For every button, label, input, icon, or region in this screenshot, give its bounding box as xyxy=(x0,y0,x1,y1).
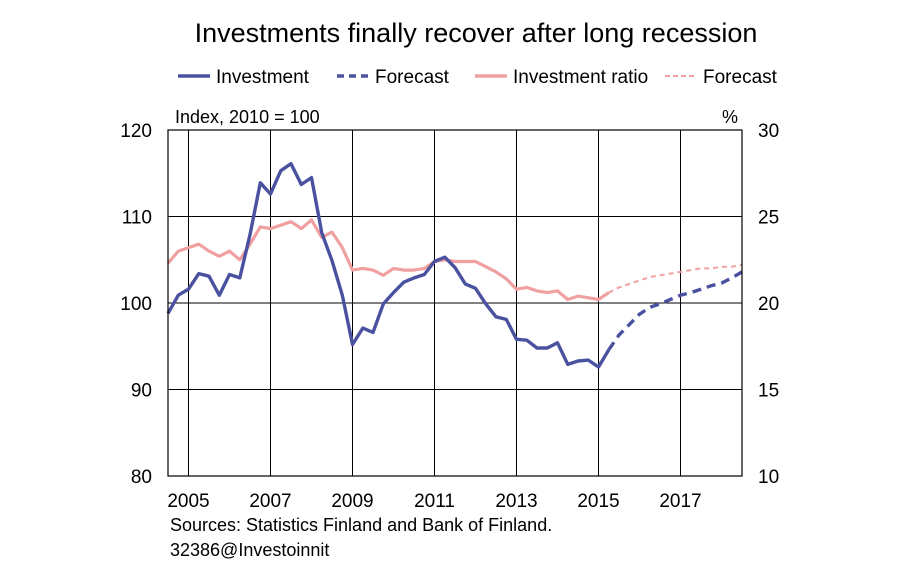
series-layer xyxy=(166,161,743,369)
legend-label: Investment ratio xyxy=(513,67,648,88)
x-tick-label: 2017 xyxy=(659,491,701,512)
legend-label: Investment xyxy=(216,67,310,88)
legend-label: Forecast xyxy=(703,67,778,88)
legend: Investment Forecast Investment ratio Foreca… xyxy=(178,67,778,88)
chart-title: Investments finally recover after long r… xyxy=(195,18,758,48)
series-line-investment-ratio xyxy=(166,218,610,302)
left-tick-label: 80 xyxy=(131,467,152,488)
grid-lines xyxy=(168,130,742,476)
x-tick-label: 2011 xyxy=(414,491,455,512)
chart-code: 32386@Investoinnit xyxy=(170,540,329,560)
sources-text: Sources: Statistics Finland and Bank of … xyxy=(170,515,552,535)
x-axis: 2005 2007 2009 2011 2013 2015 2017 xyxy=(167,491,701,512)
right-tick-label: 30 xyxy=(758,121,779,142)
left-axis-label: Index, 2010 = 100 xyxy=(175,107,320,127)
x-tick-label: 2009 xyxy=(331,491,373,512)
left-tick-label: 100 xyxy=(120,294,152,315)
legend-label: Forecast xyxy=(375,67,450,88)
x-tick-label: 2015 xyxy=(577,491,619,512)
right-tick-label: 15 xyxy=(758,381,779,402)
left-tick-label: 90 xyxy=(131,381,152,402)
left-tick-label: 110 xyxy=(122,208,152,229)
series-line-investment-forecast xyxy=(607,270,743,351)
x-tick-label: 2013 xyxy=(495,491,537,512)
plot-frame xyxy=(167,129,743,477)
x-tick-label: 2007 xyxy=(249,491,291,512)
right-tick-label: 10 xyxy=(758,467,779,488)
left-axis: 80 90 100 110 120 xyxy=(120,121,152,488)
series-line-investment-ratio-forecast xyxy=(608,263,743,294)
right-axis: 10 15 20 25 30 xyxy=(758,121,779,488)
series-line-investment xyxy=(166,161,611,369)
left-tick-label: 120 xyxy=(120,121,152,142)
right-tick-label: 25 xyxy=(758,208,779,229)
right-tick-label: 20 xyxy=(758,294,779,315)
right-axis-label: % xyxy=(722,107,738,127)
x-tick-label: 2005 xyxy=(167,491,209,512)
